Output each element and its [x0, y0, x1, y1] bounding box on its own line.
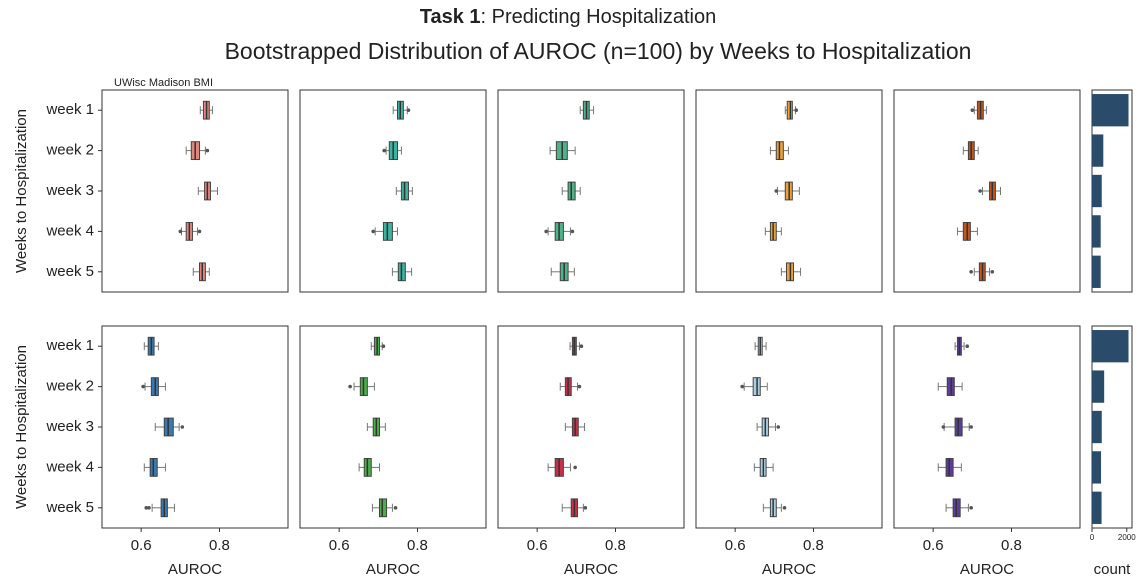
y-axis-label: Weeks to Hospitalization — [13, 345, 30, 509]
bar — [1092, 174, 1102, 208]
y-tick-label: week 2 — [45, 378, 94, 395]
outlier — [776, 425, 781, 429]
outlier — [970, 108, 975, 112]
outlier — [180, 425, 185, 429]
outlier — [197, 229, 202, 234]
y-tick-label: week 2 — [45, 142, 94, 159]
outlier — [406, 108, 411, 112]
x-tick-label: 0 — [1090, 533, 1095, 542]
x-tick-label: 0.6 — [131, 537, 152, 554]
panel-frame — [695, 325, 883, 529]
x-tick-label: 0.8 — [209, 537, 230, 554]
bar — [1092, 491, 1102, 524]
outlier — [969, 425, 973, 429]
outlier — [978, 189, 982, 193]
outlier — [348, 384, 352, 389]
x-axis-label: AUROC — [168, 561, 222, 578]
x-tick-label: 0.6 — [923, 537, 944, 554]
outlier — [941, 425, 946, 429]
outlier — [544, 229, 548, 234]
panel-frame — [893, 89, 1081, 293]
outlier — [205, 148, 210, 153]
y-tick-label: week 5 — [45, 499, 94, 516]
outlier — [583, 506, 588, 510]
bar — [1092, 451, 1102, 484]
y-axis-label: Weeks to Hospitalization — [13, 109, 30, 273]
outlier — [774, 189, 779, 193]
outlier — [144, 506, 149, 510]
x-tick-label: 0.8 — [407, 537, 428, 554]
annotation: UWisc Madison BMI — [114, 77, 213, 89]
x-tick-label: 0.6 — [329, 537, 350, 554]
outlier — [965, 344, 970, 349]
y-tick-label: week 5 — [45, 263, 94, 280]
x-tick-label: 2000 — [1118, 533, 1136, 542]
x-axis-label: AUROC — [366, 561, 420, 578]
bar — [1092, 215, 1101, 248]
panel-frame — [101, 325, 289, 529]
bar — [1092, 94, 1129, 127]
outlier — [740, 384, 745, 389]
bar — [1092, 255, 1101, 288]
bar — [1092, 330, 1129, 363]
outlier — [969, 270, 973, 274]
outlier — [794, 108, 799, 112]
outlier — [371, 229, 376, 234]
y-tick-label: week 3 — [45, 418, 94, 435]
outlier — [178, 229, 183, 234]
x-axis-label: AUROC — [762, 561, 816, 578]
y-tick-label: week 3 — [45, 182, 94, 199]
y-tick-label: week 4 — [45, 222, 94, 239]
x-tick-label: 0.8 — [803, 537, 824, 554]
panel-frame — [893, 325, 1081, 529]
outlier — [393, 506, 398, 510]
outlier — [141, 384, 145, 389]
chart-title: Task 1: Predicting Hospitalization — [420, 6, 716, 28]
outlier — [147, 506, 151, 510]
outlier — [573, 465, 577, 470]
x-tick-label: 0.8 — [605, 537, 626, 554]
x-tick-label: 0.6 — [725, 537, 746, 554]
x-axis-label: count — [1094, 561, 1132, 578]
panel-frame — [695, 89, 883, 293]
box — [378, 498, 388, 518]
outlier — [382, 148, 386, 153]
bar — [1092, 370, 1105, 403]
title-rest: : Predicting Hospitalization — [481, 6, 717, 28]
x-axis-label: AUROC — [564, 561, 618, 578]
outlier — [782, 506, 787, 510]
panel-frame — [497, 325, 685, 529]
y-tick-label: week 4 — [45, 458, 94, 475]
outlier — [990, 270, 995, 274]
outlier — [381, 344, 386, 349]
x-tick-label: 0.6 — [527, 537, 548, 554]
x-axis-label: AUROC — [960, 561, 1014, 578]
panel-frame — [299, 325, 487, 529]
y-tick-label: week 1 — [45, 101, 94, 118]
chart-subtitle: Bootstrapped Distribution of AUROC (n=10… — [225, 38, 972, 64]
bar — [1092, 410, 1102, 444]
panel-frame — [101, 89, 289, 293]
panel-frame — [299, 89, 487, 293]
outlier — [577, 384, 582, 389]
title-bold: Task 1 — [420, 6, 481, 28]
outlier — [969, 506, 973, 510]
panel-frame — [497, 89, 685, 293]
y-tick-label: week 1 — [45, 337, 94, 354]
x-tick-label: 0.8 — [1001, 537, 1022, 554]
bar — [1092, 134, 1104, 167]
outlier — [579, 344, 584, 349]
outlier — [570, 229, 575, 234]
